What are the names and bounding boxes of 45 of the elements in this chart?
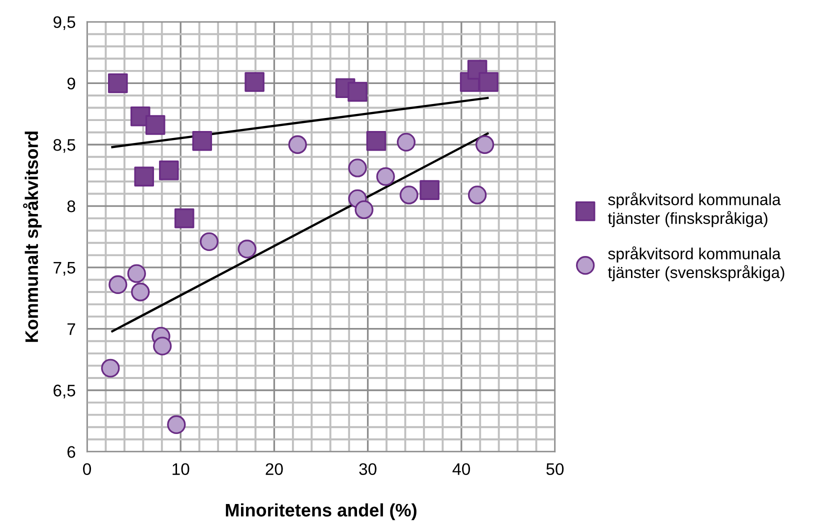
point bbox=[145, 115, 166, 135]
point bbox=[478, 72, 498, 92]
y-tick-label: 6,5 bbox=[54, 384, 76, 398]
point bbox=[108, 73, 128, 94]
point bbox=[159, 160, 179, 180]
y-tick-label: 9,5 bbox=[54, 16, 76, 30]
y-tick-label: 9 bbox=[67, 78, 76, 90]
x-axis-title: Minoritetens andel (%) bbox=[226, 503, 416, 520]
point bbox=[366, 131, 386, 151]
x-tick-label: 30 bbox=[359, 463, 376, 476]
legend-label: språkvitsord kommunala tjänster (finskspråkiga) bbox=[608, 192, 781, 228]
point bbox=[101, 358, 120, 378]
point bbox=[153, 336, 172, 356]
point bbox=[174, 208, 194, 228]
legend-label: språkvitsord kommunala tjänster (svenskspråkiga) bbox=[608, 246, 784, 282]
point bbox=[192, 131, 212, 151]
point bbox=[200, 232, 219, 251]
point bbox=[108, 275, 128, 294]
y-tick-label: 8 bbox=[67, 200, 76, 212]
point bbox=[400, 186, 418, 204]
point bbox=[127, 264, 146, 283]
point bbox=[167, 415, 186, 434]
point bbox=[348, 82, 368, 102]
x-tick-label: 0 bbox=[83, 463, 92, 476]
x-tick-label: 20 bbox=[266, 463, 283, 476]
y-tick-label: 6 bbox=[67, 446, 76, 458]
point bbox=[376, 167, 395, 186]
x-tick-label: 40 bbox=[452, 463, 470, 476]
point bbox=[468, 186, 487, 204]
y-tick-label: 8,5 bbox=[53, 139, 76, 153]
y-tick-label: 7 bbox=[68, 323, 76, 335]
y-axis-title: Kommunalt språkvitsord bbox=[23, 132, 42, 342]
point bbox=[238, 240, 256, 258]
y-tick-label: 7,5 bbox=[54, 262, 76, 276]
x-tick-label: 50 bbox=[546, 463, 564, 476]
point bbox=[354, 200, 374, 220]
point bbox=[475, 135, 494, 154]
point bbox=[134, 166, 154, 186]
point bbox=[420, 180, 440, 200]
point bbox=[288, 135, 307, 154]
point bbox=[348, 158, 367, 178]
point bbox=[131, 282, 150, 302]
point bbox=[396, 132, 416, 152]
point bbox=[244, 72, 264, 92]
x-tick-label: 10 bbox=[172, 463, 190, 476]
